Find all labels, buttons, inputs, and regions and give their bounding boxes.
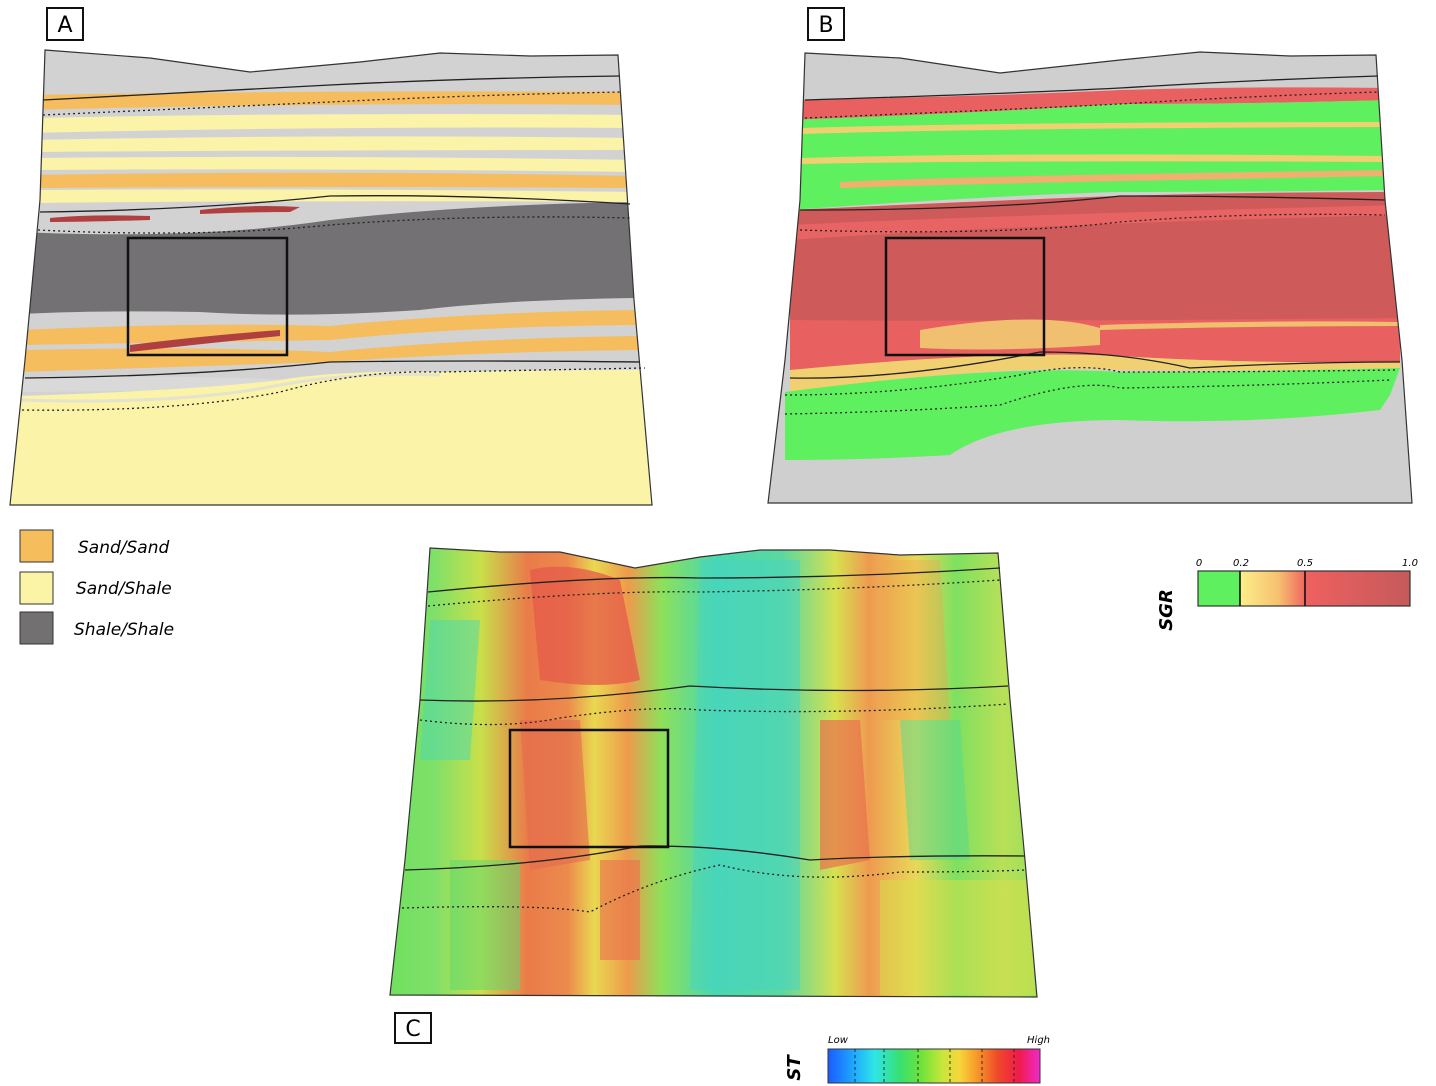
panel-a-horizon-line [24,360,641,379]
legend-label-shale-shale: Shale/Shale [74,620,174,640]
sgr-tick-label: 0.2 [1233,558,1249,569]
legend-swatch-sand-sand [19,529,54,563]
panel-c-outline [389,547,1038,998]
panel-a-label: A [57,13,72,38]
panel-a-horizon-dashed [42,91,621,116]
panel-a-focus-box [126,236,289,357]
fault-type-legend: Sand/Sand Sand/Shale Shale/Shale [19,529,174,645]
panel-b-horizon-dashed [799,213,1386,233]
panel-b-horizon-dashed [784,367,1396,396]
panel-c-horizon-dashed [427,579,1001,607]
panel-c-fault-surface [390,548,1037,997]
panel-c-label-box [394,1012,432,1044]
panel-c-horizon-line [419,685,1009,702]
panel-c-horizon-line [427,567,1001,593]
panel-c-focus-box [508,728,670,849]
sgr-tick-label: 1.0 [1402,558,1418,569]
sgr-color-scale: SGR 0 0.2 0.5 1.0 [1156,558,1418,631]
panel-a-horizon-line [39,195,631,213]
panel-b-outline [767,51,1413,504]
st-low-label: Low [828,1035,849,1046]
panel-c-horizon-dashed [401,864,1026,913]
panel-c: C [389,547,1038,1044]
legend-label-sand-shale: Sand/Shale [76,579,172,599]
st-scale-bar [827,1048,1041,1084]
panel-b-label: B [818,13,833,38]
panel-b-horizon-line [789,351,1401,379]
sgr-tick-label: 0.5 [1297,558,1313,569]
panel-a-horizon-line [42,75,621,101]
panel-c-label: C [405,1017,420,1042]
panel-b-fault-surface [768,52,1412,503]
panel-a: A [9,7,653,506]
panel-b: B [767,7,1413,504]
panel-a-outline [9,49,653,506]
st-high-label: High [1027,1035,1050,1046]
st-color-scale: ST Low High [784,1035,1050,1084]
panel-b-label-box [807,7,845,41]
legend-swatch-sand-shale [19,571,54,605]
panel-b-horizon-dashed [804,91,1379,119]
panel-a-label-box [46,7,84,41]
panel-b-horizon-line [804,75,1379,101]
legend-swatch-shale-shale [19,611,54,645]
panel-b-focus-box [884,236,1046,357]
panel-c-horizon-dashed [419,703,1009,726]
st-scale-title: ST [784,1054,805,1081]
sgr-scale-title: SGR [1156,589,1177,631]
sgr-scale-bar [1197,570,1411,607]
panel-c-horizon-line [404,845,1026,871]
panel-a-fault-surface [10,50,652,505]
panel-b-horizon-line [799,195,1386,211]
sgr-tick-label: 0 [1196,558,1202,569]
legend-label-sand-sand: Sand/Sand [78,538,169,558]
